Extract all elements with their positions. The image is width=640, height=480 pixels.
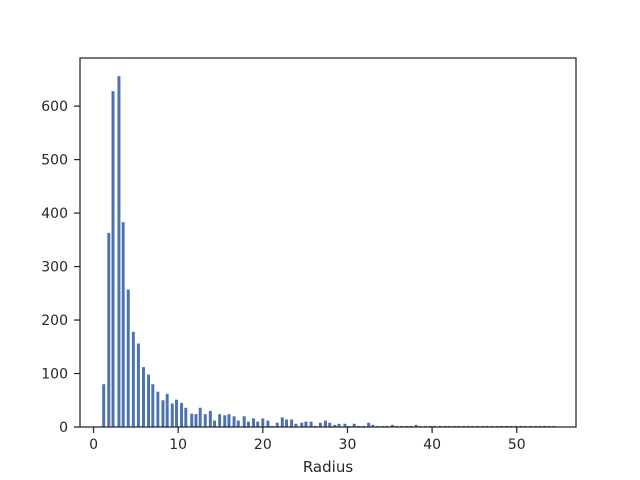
histogram-bar (102, 384, 106, 427)
histogram-bar (151, 384, 155, 427)
histogram-bar (117, 76, 121, 428)
histogram-bar (232, 416, 236, 427)
histogram-bar (190, 413, 194, 427)
histogram-bar (236, 420, 240, 427)
histogram-bar (208, 410, 212, 427)
histogram-bar (136, 343, 140, 427)
y-tick-label: 0 (59, 420, 68, 436)
y-tick-label: 300 (41, 260, 68, 276)
histogram-bar (246, 421, 250, 427)
histogram-bar (175, 399, 178, 427)
histogram-bar (121, 222, 125, 427)
histogram-bar (285, 419, 288, 427)
x-tick-label: 40 (423, 437, 441, 453)
histogram-bar (337, 423, 341, 427)
histogram-bar (318, 422, 322, 427)
histogram-bar (294, 423, 298, 427)
x-tick-label: 20 (254, 437, 272, 453)
histogram-bar (131, 331, 135, 427)
y-axis-ticks: 0 100 200 300 400 500 600 (41, 99, 80, 436)
histogram-bar (142, 367, 145, 427)
histogram-bar (213, 420, 217, 427)
histogram-bar (309, 421, 313, 427)
histogram-bar (367, 422, 371, 427)
histogram-bar (304, 421, 308, 427)
bar-series (102, 76, 556, 428)
histogram-bar (275, 422, 279, 427)
histogram-bar (198, 407, 202, 427)
histogram-bar (390, 424, 394, 427)
histogram-bar (261, 418, 265, 427)
histogram-bar (161, 400, 165, 427)
histogram-bar (256, 421, 260, 427)
histogram-bar (328, 422, 332, 427)
histogram-bar (227, 414, 231, 427)
x-tick-label: 10 (169, 437, 187, 453)
histogram-bar (333, 424, 337, 427)
x-tick-label: 50 (508, 437, 526, 453)
histogram-bar (184, 407, 188, 427)
y-tick-label: 200 (41, 313, 68, 329)
histogram-bar (343, 423, 347, 427)
y-tick-label: 600 (41, 99, 68, 115)
histogram-bar (266, 420, 270, 427)
histogram-bar (300, 422, 304, 427)
histogram-bar (180, 402, 184, 427)
histogram-bar (156, 391, 160, 427)
histogram-bar (203, 414, 207, 427)
plot-frame (79, 57, 577, 428)
histogram-bar (252, 418, 255, 427)
histogram-bar (194, 414, 198, 427)
y-tick-label: 100 (41, 367, 68, 383)
histogram-bar (218, 414, 222, 427)
histogram-bar (414, 424, 418, 427)
histogram-bar (147, 374, 151, 427)
x-tick-label: 30 (339, 437, 357, 453)
histogram-bar (323, 420, 327, 427)
histogram-bar (223, 415, 227, 427)
x-axis-label: Radius (303, 458, 353, 476)
histogram-bar (111, 91, 115, 427)
histogram-bar (126, 289, 130, 427)
histogram-bar (107, 232, 111, 427)
histogram-bar (290, 419, 294, 427)
y-tick-label: 400 (41, 206, 68, 222)
y-tick-label: 500 (41, 153, 68, 169)
histogram-bar (280, 417, 284, 427)
x-tick-label: 0 (89, 437, 98, 453)
histogram-bar (165, 393, 169, 427)
x-axis-ticks: 0 10 20 30 40 50 (89, 427, 526, 453)
histogram-bar (352, 423, 356, 427)
histogram-bar (170, 403, 174, 427)
histogram-bar (371, 424, 375, 427)
histogram-bar (242, 416, 246, 427)
